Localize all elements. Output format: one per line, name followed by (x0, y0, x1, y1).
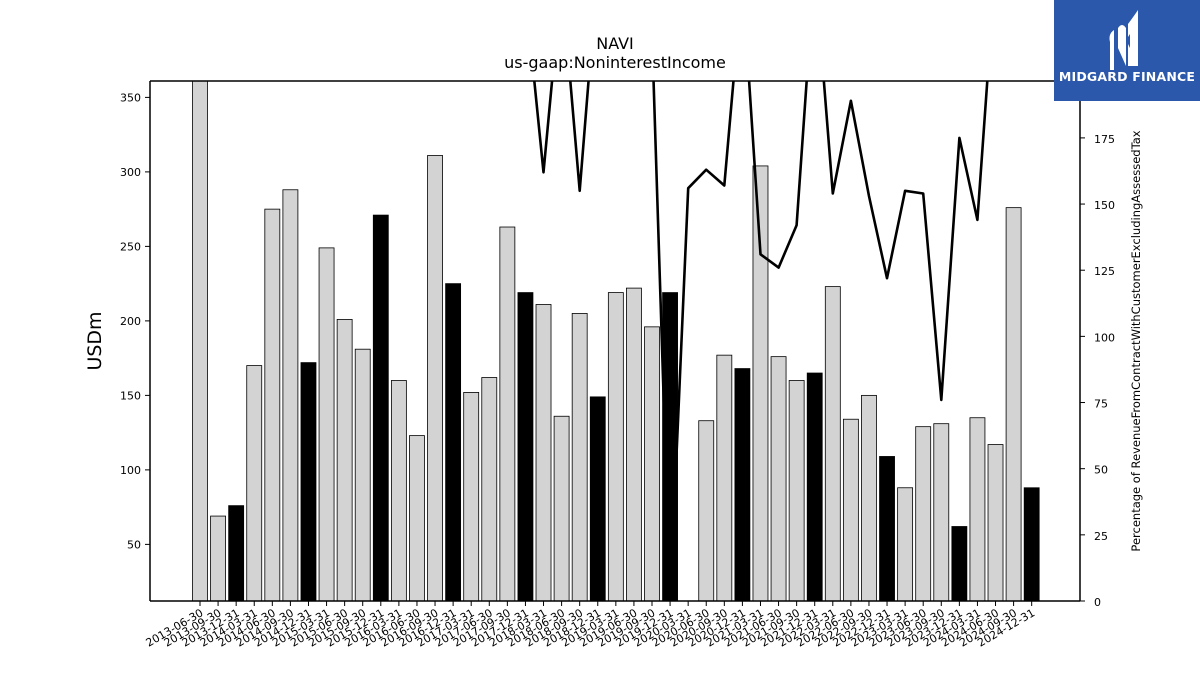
bar (246, 365, 263, 601)
bar (336, 318, 353, 601)
bar (951, 526, 968, 601)
axes: 5010015020025030035002550751001251501752… (120, 80, 1115, 650)
bar (607, 292, 624, 601)
bar (770, 356, 787, 601)
line-series (533, 81, 989, 601)
y2-tick-label: 75 (1094, 398, 1108, 411)
chart-subtitle: us-gaap:NoninterestIncome (504, 53, 726, 72)
bar (915, 426, 932, 601)
y-tick-label: 150 (120, 389, 141, 402)
bar (228, 505, 245, 601)
bar (969, 417, 986, 601)
bar (571, 313, 588, 601)
bar (1005, 207, 1022, 601)
bar (354, 348, 371, 601)
bar (517, 292, 534, 601)
y2-axis-label: Percentage of RevenueFromContractWithCus… (1129, 130, 1143, 551)
bar (589, 396, 606, 601)
bar (409, 435, 425, 601)
bar (933, 423, 950, 601)
bar (752, 165, 769, 601)
bar (499, 226, 516, 601)
y2-tick-label: 100 (1094, 331, 1115, 344)
bar (626, 287, 642, 601)
line-path (533, 81, 989, 601)
bar (987, 444, 1004, 601)
y2-tick-label: 175 (1094, 133, 1115, 146)
bar (879, 456, 895, 601)
bar (897, 487, 914, 601)
bar (806, 372, 823, 601)
y2-tick-label: 125 (1094, 265, 1115, 278)
bar (861, 394, 877, 601)
bar (300, 362, 317, 601)
y-tick-label: 50 (127, 538, 141, 551)
midgard-m-logo-icon (1109, 10, 1138, 70)
y-tick-label: 350 (120, 91, 141, 104)
y2-tick-label: 0 (1094, 596, 1101, 609)
bar (192, 81, 208, 601)
bar (1023, 487, 1040, 601)
bar (734, 368, 751, 601)
bar (698, 420, 715, 601)
y-tick-label: 300 (120, 166, 141, 179)
bar (716, 354, 733, 601)
bar (463, 392, 480, 601)
bar (824, 286, 841, 601)
bar (264, 208, 281, 601)
bar (318, 247, 335, 601)
y2-tick-label: 150 (1094, 199, 1115, 212)
bar (390, 380, 407, 601)
bar (481, 377, 498, 601)
bar-series (192, 81, 1040, 601)
bar (445, 283, 462, 601)
y2-tick-label: 25 (1094, 530, 1108, 543)
y-tick-label: 100 (120, 464, 141, 477)
bar (535, 304, 552, 601)
y2-tick-label: 50 (1094, 464, 1108, 477)
bar (842, 418, 859, 601)
chart-title: NAVI (596, 34, 634, 53)
logo-text: MIDGARD FINANCE (1058, 69, 1196, 84)
y-axis-label: USDm (84, 311, 106, 370)
midgard-finance-logo: MIDGARD FINANCE (1054, 0, 1200, 101)
y-tick-label: 250 (120, 240, 141, 253)
y-tick-label: 200 (120, 315, 141, 328)
bar (427, 155, 443, 601)
bar (210, 515, 226, 601)
bar (644, 326, 660, 601)
bar (282, 189, 299, 601)
bar (372, 214, 389, 601)
bar (553, 415, 570, 601)
bar (788, 380, 805, 601)
